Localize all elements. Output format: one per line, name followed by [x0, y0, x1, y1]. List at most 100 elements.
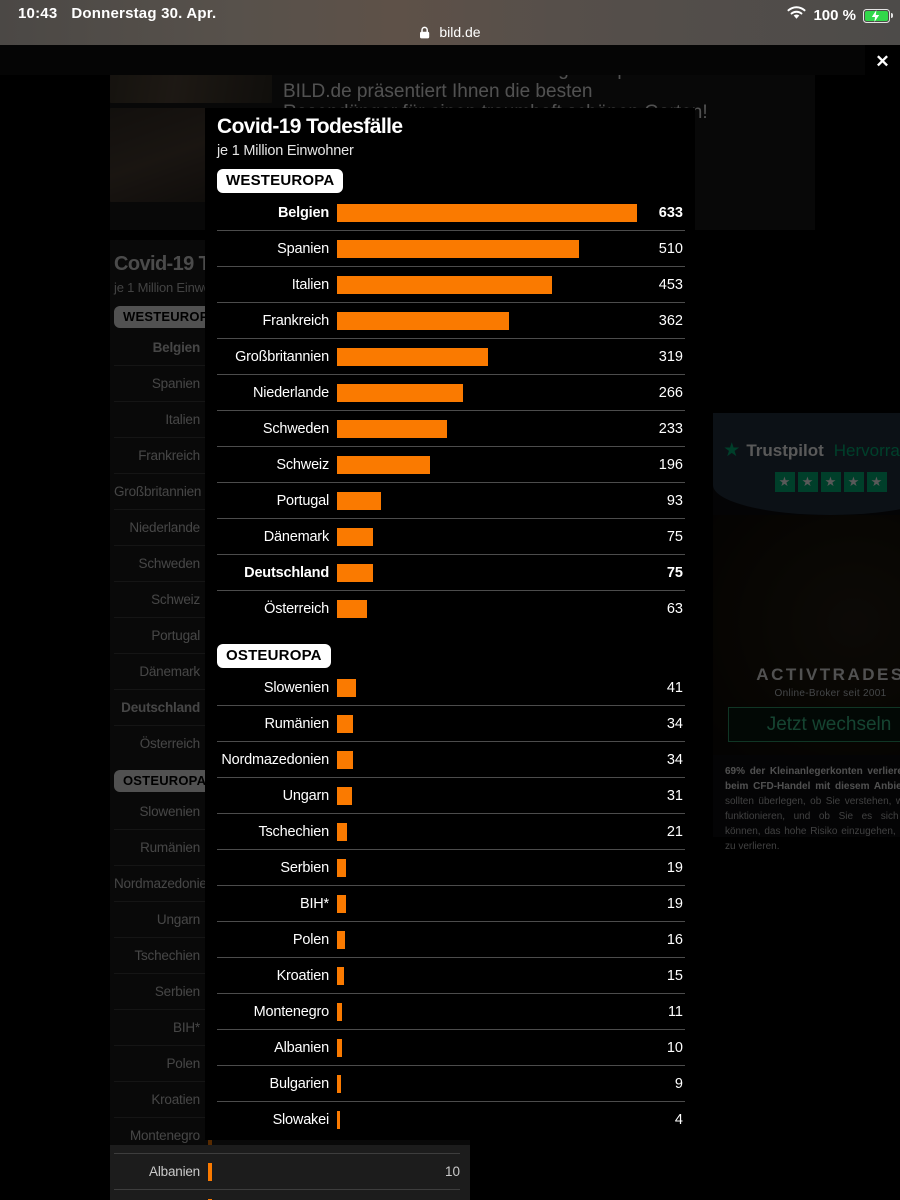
country-value: 34: [666, 751, 683, 768]
chart-title: Covid-19 Todesfälle: [217, 115, 403, 138]
bar-track: [337, 678, 685, 697]
wifi-icon: [787, 6, 806, 25]
clock: 10:43: [18, 5, 58, 22]
value-bar: [337, 419, 448, 438]
bar-track: [337, 527, 685, 546]
address-bar[interactable]: bild.de: [0, 24, 900, 40]
country-value: 34: [666, 715, 683, 732]
chart-row: Slowenien 41: [217, 670, 685, 705]
bar-track: [337, 714, 685, 733]
bar-track: [337, 239, 685, 258]
chart-row: Bulgarien 9: [217, 1065, 685, 1101]
value-bar: [337, 714, 354, 733]
country-value: 75: [666, 528, 683, 545]
country-label: Schweden: [262, 420, 329, 437]
country-label: Bulgarien: [269, 1075, 330, 1092]
bar-track: [337, 1002, 685, 1021]
country-label: Deutschland: [244, 564, 329, 581]
value-bar: [337, 678, 357, 697]
chart-row: Deutschland 75: [217, 554, 685, 590]
value-bar: [337, 858, 346, 877]
close-icon[interactable]: ✕: [865, 45, 900, 78]
value-bar: [208, 1162, 212, 1181]
bar-track: [337, 455, 685, 474]
country-value: 319: [658, 348, 683, 365]
group-badge: WESTEUROPA: [217, 169, 344, 193]
ios-status-bar: 10:43 Donnerstag 30. Apr. 100 % bild.de: [0, 0, 900, 45]
country-value: 75: [666, 564, 683, 581]
bar-track: [337, 1074, 685, 1093]
bar-track: [337, 930, 685, 949]
country-label: Spanien: [277, 240, 329, 257]
bar-track: [337, 203, 685, 222]
country-value: 31: [666, 787, 683, 804]
country-label: Polen: [292, 931, 329, 948]
chart-row: Belgien 633: [217, 195, 685, 230]
bar-track: [208, 1162, 460, 1181]
chart-row: Rumänien 34: [217, 705, 685, 741]
chart-row: Österreich 63: [217, 590, 685, 626]
bar-track: [337, 563, 685, 582]
country-label: Portugal: [276, 492, 330, 509]
chart-row: Ungarn 31: [217, 777, 685, 813]
bar-track: [337, 599, 685, 618]
status-time-date: 10:43 Donnerstag 30. Apr.: [18, 5, 216, 22]
chart-row: Bulgarien 9: [114, 1189, 460, 1200]
value-bar: [337, 894, 346, 913]
value-bar: [337, 347, 489, 366]
country-label: Albanien: [274, 1039, 329, 1056]
value-bar: [337, 1074, 342, 1093]
country-label: Italien: [291, 276, 329, 293]
country-value: 510: [658, 240, 683, 257]
chart-row: Slowakei 4: [217, 1101, 685, 1137]
country-label: Rumänien: [264, 715, 330, 732]
value-bar: [337, 203, 637, 222]
country-value: 93: [666, 492, 683, 509]
value-bar: [337, 966, 345, 985]
chart-row: Nordmazedonien 34: [217, 741, 685, 777]
bar-track: [337, 383, 685, 402]
country-label: Slowakei: [272, 1111, 330, 1128]
battery-charging-icon: [863, 8, 893, 23]
country-value: 19: [666, 859, 683, 876]
country-label: BIH*: [299, 895, 329, 912]
chart-row: Polen 16: [217, 921, 685, 957]
country-value: 9: [674, 1075, 683, 1092]
country-label: Tschechien: [258, 823, 329, 840]
date: Donnerstag 30. Apr.: [71, 5, 217, 22]
chart-row: Montenegro 11: [217, 993, 685, 1029]
country-label: Belgien: [278, 204, 329, 221]
url-text: bild.de: [439, 24, 481, 40]
country-label: Niederlande: [253, 384, 329, 401]
country-value: 19: [666, 895, 683, 912]
country-label: Großbritannien: [235, 348, 329, 365]
value-bar: [337, 563, 373, 582]
value-bar: [337, 1002, 343, 1021]
country-label: Slowenien: [263, 679, 329, 696]
country-value: 63: [666, 600, 683, 617]
chart-row: Tschechien 21: [217, 813, 685, 849]
country-value: 233: [658, 420, 683, 437]
country-value: 21: [666, 823, 683, 840]
value-bar: [337, 311, 509, 330]
chart-row: Italien 453: [217, 266, 685, 302]
value-bar: [337, 383, 464, 402]
country-label: Frankreich: [262, 312, 330, 329]
value-bar: [208, 1198, 212, 1200]
country-label: Montenegro: [253, 1003, 330, 1020]
bar-track: [337, 858, 685, 877]
bar-track: [337, 491, 685, 510]
country-value: 15: [666, 967, 683, 984]
value-bar: [337, 455, 430, 474]
chart-row: Großbritannien 319: [217, 338, 685, 374]
bar-track: [337, 750, 685, 769]
country-label: Serbien: [280, 859, 329, 876]
country-value: 266: [658, 384, 683, 401]
battery-percent: 100 %: [813, 7, 856, 24]
value-bar: [337, 1038, 342, 1057]
country-value: 4: [674, 1111, 683, 1128]
chart-row: Spanien 510: [217, 230, 685, 266]
country-value: 453: [658, 276, 683, 293]
country-label: Österreich: [264, 600, 329, 617]
country-value: 41: [666, 679, 683, 696]
